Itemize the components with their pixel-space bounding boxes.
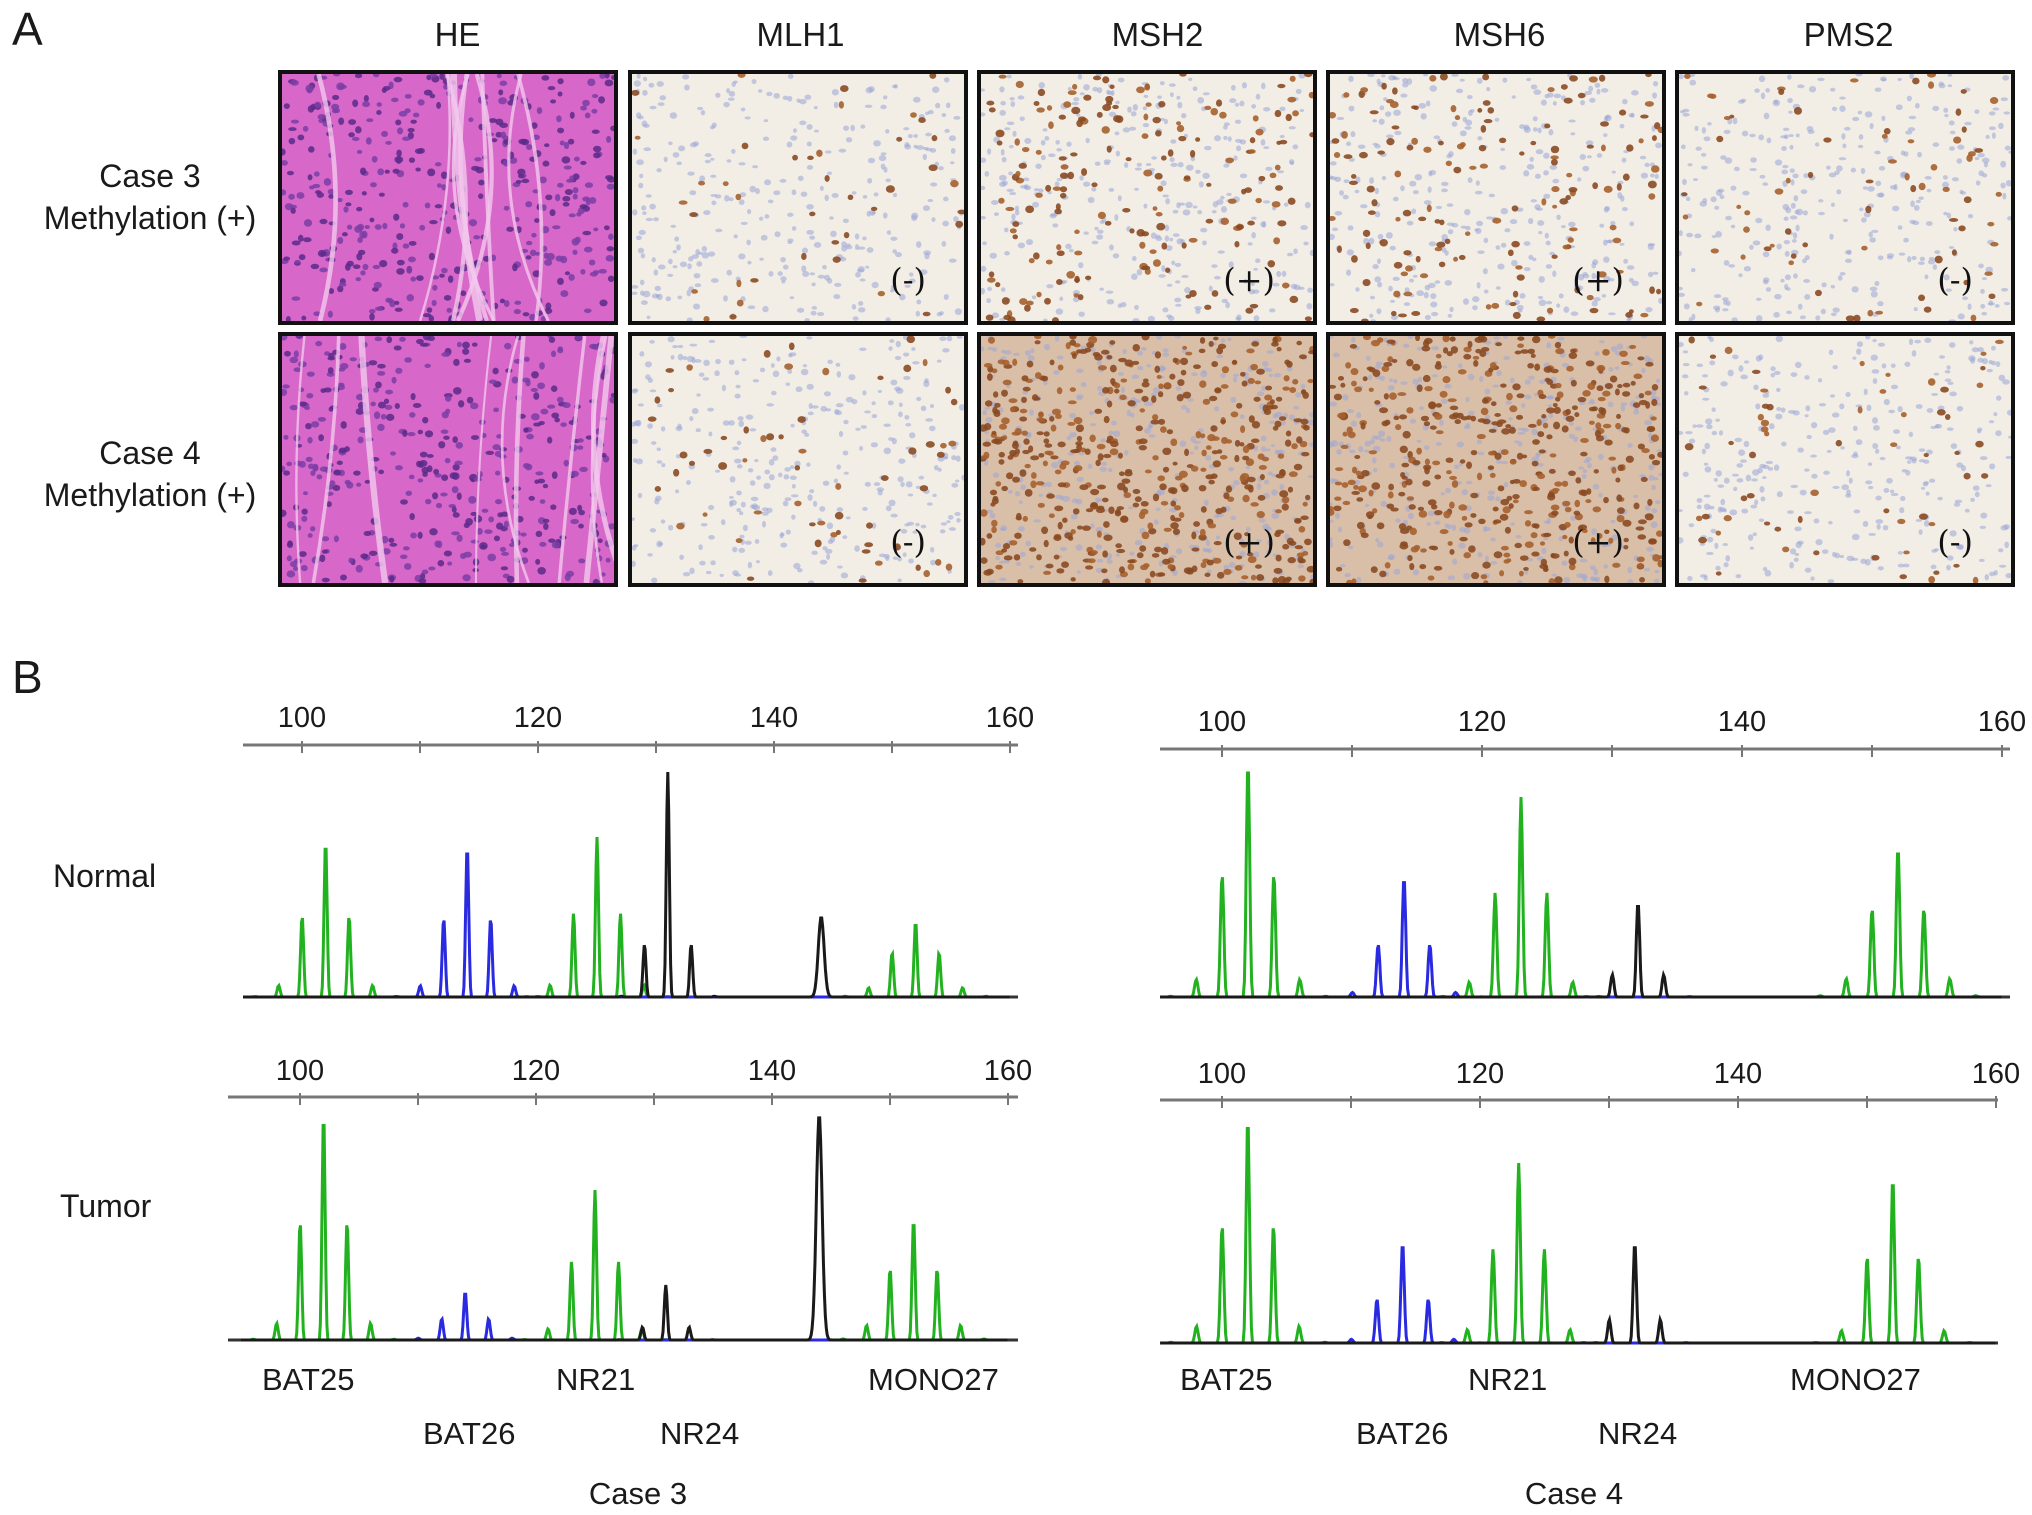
row-label-case4: Case 4 Methylation (+) xyxy=(20,432,280,516)
marker-bat26-case4: BAT26 xyxy=(1356,1416,1449,1451)
axis-tick-label: 120 xyxy=(1456,1058,1504,1090)
ihc-result-label: (+) xyxy=(1223,523,1275,561)
trace-green-case4-tumor xyxy=(1160,1127,1996,1345)
axis-tick-label: 100 xyxy=(278,702,326,734)
column-header-pms2: PMS2 xyxy=(1803,16,1894,53)
axis-tick-label: 140 xyxy=(748,1055,796,1087)
tissue-image xyxy=(1679,336,2011,583)
tissue-image xyxy=(981,74,1313,321)
axis-tick-label: 100 xyxy=(1198,706,1246,738)
trace-black-case4-normal xyxy=(1160,905,2002,999)
marker-nr21-case4: NR21 xyxy=(1468,1362,1548,1397)
axis-tick-label: 100 xyxy=(1198,1058,1246,1090)
tissue-image xyxy=(1330,336,1662,583)
trace-black-case3-normal xyxy=(243,771,1010,999)
tile-mlh1-row2: (-) xyxy=(628,332,968,587)
row-label-normal: Normal xyxy=(53,858,157,894)
marker-bat26-case3: BAT26 xyxy=(423,1416,516,1451)
column-header-mlh1: MLH1 xyxy=(756,16,845,53)
row-label-tumor: Tumor xyxy=(60,1188,152,1224)
tile-msh6-row1: (+) xyxy=(1326,70,1666,325)
case-label-case4: Case 4 xyxy=(1524,1476,1624,1511)
marker-nr24-case4: NR24 xyxy=(1598,1416,1678,1451)
tile-msh2-row2: (+) xyxy=(977,332,1317,587)
axis-tick-label: 140 xyxy=(1718,706,1766,738)
tile-pms2-row1: (-) xyxy=(1675,70,2015,325)
tissue-image xyxy=(632,74,964,321)
tile-he-row1 xyxy=(278,70,618,325)
tissue-image xyxy=(1330,74,1662,321)
trace-green-case3-tumor xyxy=(241,1124,1008,1342)
marker-nr21-case3: NR21 xyxy=(556,1362,636,1397)
tissue-image xyxy=(282,336,614,583)
marker-bat25-case4: BAT25 xyxy=(1180,1362,1273,1397)
trace-black-case3-tumor xyxy=(241,1116,1008,1342)
tissue-image xyxy=(282,74,614,321)
axis-tick-label: 120 xyxy=(1458,706,1506,738)
trace-green-case3-normal xyxy=(243,836,1010,999)
column-header-he: HE xyxy=(434,16,481,53)
trace-green-case4-normal xyxy=(1160,771,2002,999)
marker-mono27-case3: MONO27 xyxy=(868,1362,999,1397)
tile-pms2-row2: (-) xyxy=(1675,332,2015,587)
tissue-image xyxy=(632,336,964,583)
column-header-msh2: MSH2 xyxy=(1111,16,1204,53)
ihc-result-label: (-) xyxy=(1937,523,1973,561)
tile-mlh1-row1: (-) xyxy=(628,70,968,325)
axis-tick-label: 160 xyxy=(1978,706,2026,738)
axis-tick-label: 140 xyxy=(1714,1058,1762,1090)
marker-mono27-case4: MONO27 xyxy=(1790,1362,1921,1397)
tissue-image xyxy=(1679,74,2011,321)
case-label-case3: Case 3 xyxy=(588,1476,688,1511)
tissue-image xyxy=(981,336,1313,583)
ihc-result-label: (+) xyxy=(1223,261,1275,299)
marker-nr24-case3: NR24 xyxy=(660,1416,740,1451)
axis-tick-label: 140 xyxy=(750,702,798,734)
tile-he-row2 xyxy=(278,332,618,587)
ihc-result-label: (+) xyxy=(1572,261,1624,299)
ihc-result-label: (-) xyxy=(890,523,926,561)
trace-black-case4-tumor xyxy=(1160,1246,1996,1345)
axis-tick-label: 160 xyxy=(984,1055,1032,1087)
ihc-result-label: (-) xyxy=(1937,261,1973,299)
marker-bat25-case3: BAT25 xyxy=(262,1362,355,1397)
axis-tick-label: 120 xyxy=(512,1055,560,1087)
panel-b-letter: B xyxy=(12,651,43,703)
case-name: Case 3 xyxy=(99,158,201,194)
axis-tick-label: 160 xyxy=(1972,1058,2020,1090)
axis-tick-label: 160 xyxy=(986,702,1034,734)
axis-tick-label: 120 xyxy=(514,702,562,734)
row-label-case3: Case 3 Methylation (+) xyxy=(20,155,280,239)
tile-msh2-row1: (+) xyxy=(977,70,1317,325)
tile-msh6-row2: (+) xyxy=(1326,332,1666,587)
case-name: Case 4 xyxy=(99,435,201,471)
column-header-msh6: MSH6 xyxy=(1453,16,1546,53)
ihc-result-label: (-) xyxy=(890,261,926,299)
panel-a-letter: A xyxy=(12,3,43,55)
methylation-status: Methylation (+) xyxy=(43,477,257,513)
axis-tick-label: 100 xyxy=(276,1055,324,1087)
ihc-result-label: (+) xyxy=(1572,523,1624,561)
methylation-status: Methylation (+) xyxy=(43,200,257,236)
